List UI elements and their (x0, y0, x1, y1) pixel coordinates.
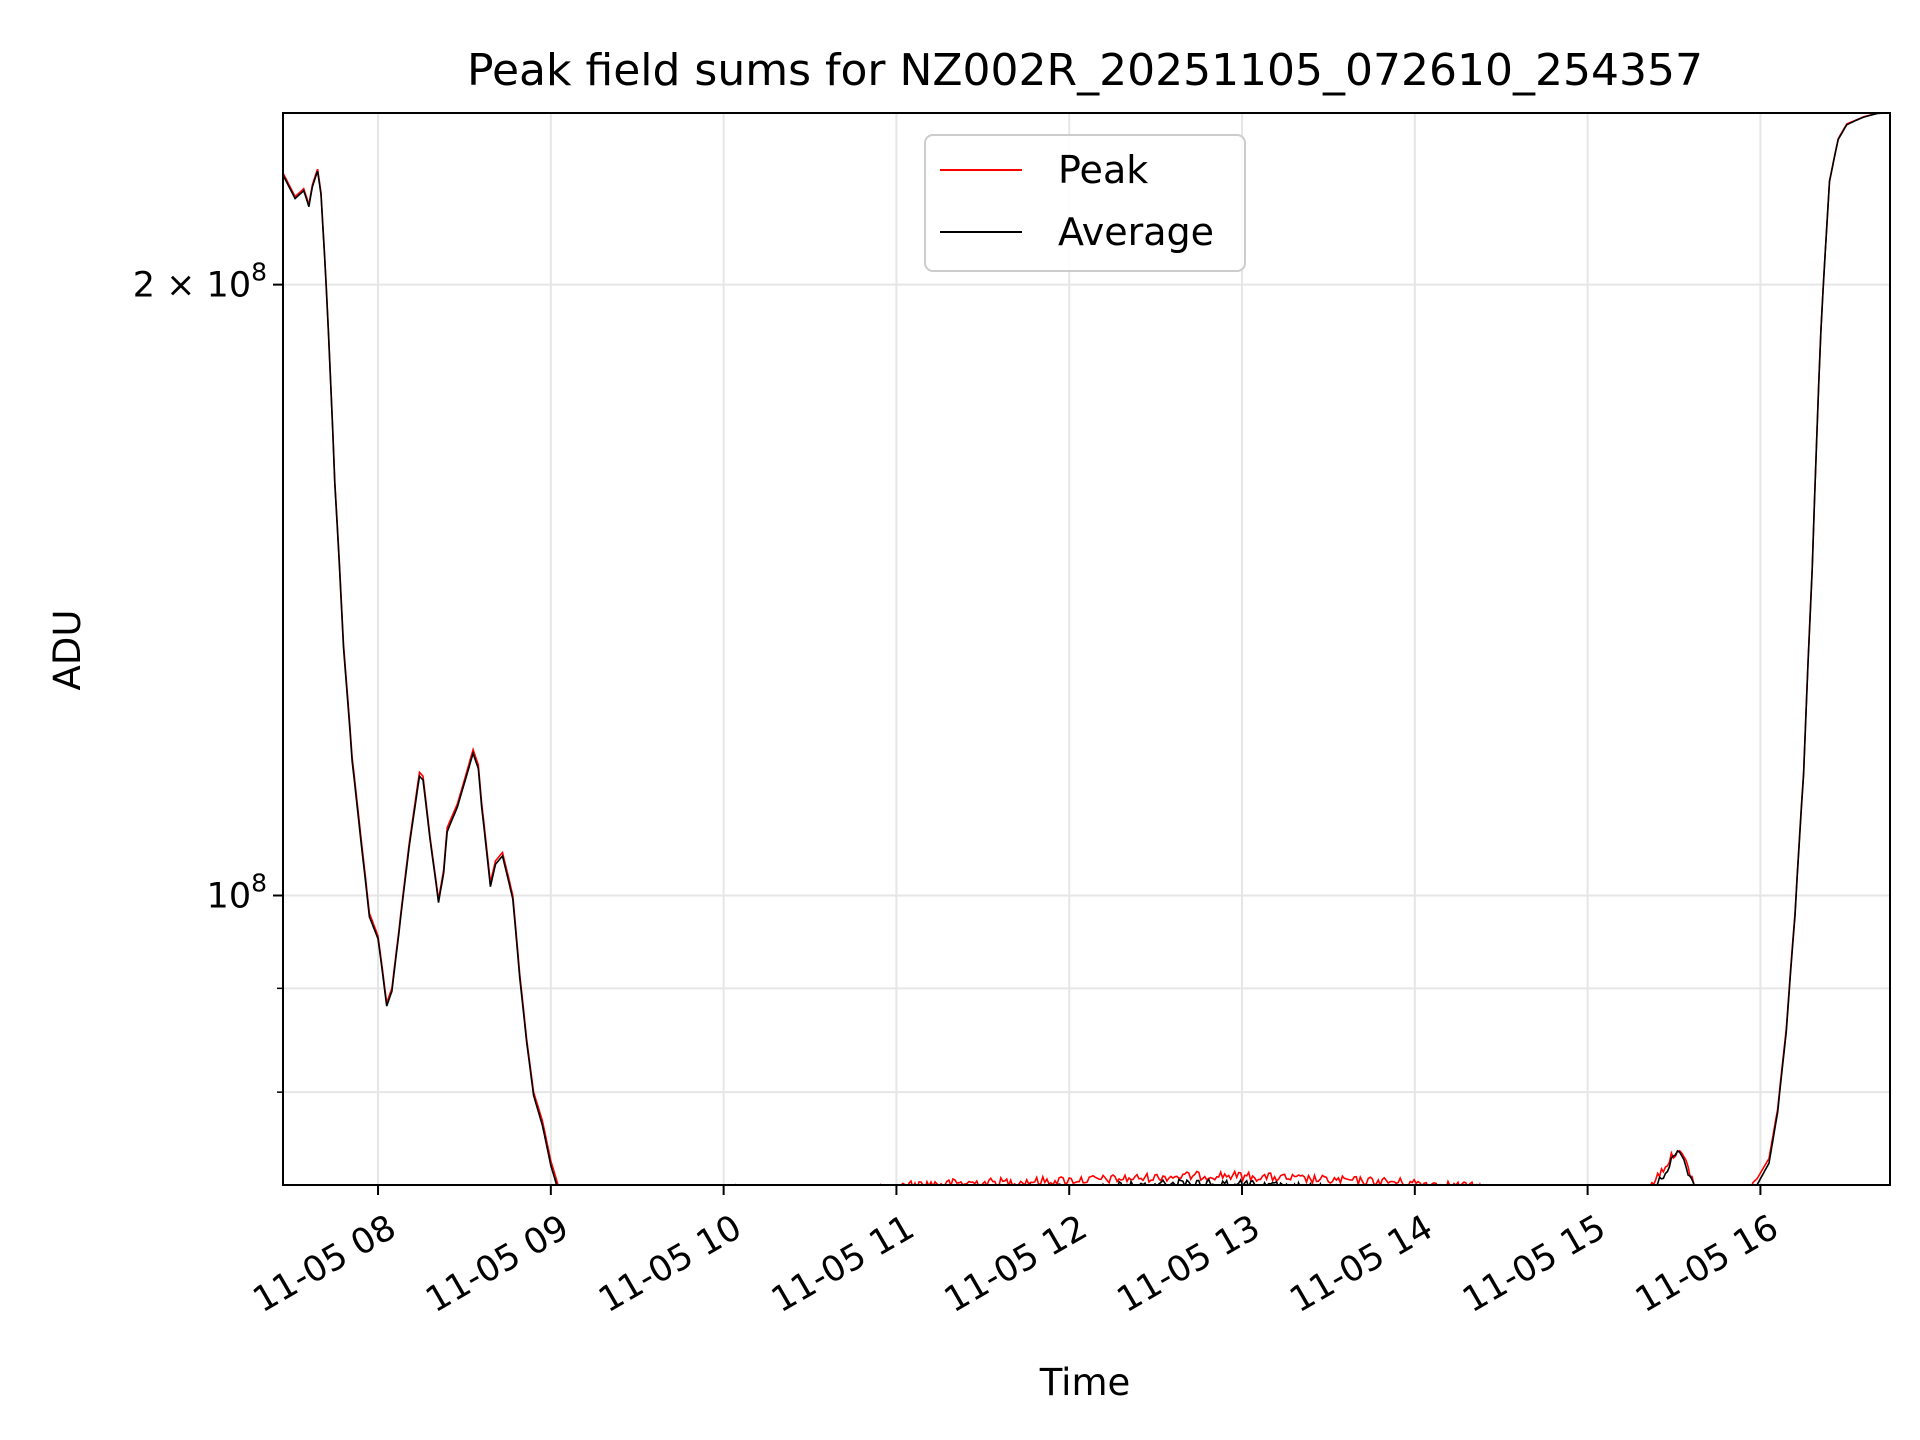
y-tick-label-multiplier: 2 × (133, 266, 207, 306)
legend-label-peak: Peak (1058, 148, 1148, 192)
y-tick-label: 108 (207, 868, 267, 916)
y-axis-label: ADU (46, 610, 89, 691)
axes-frame (282, 112, 1891, 1186)
series-line-peak (283, 113, 1890, 1185)
plot-area (283, 113, 1890, 1185)
legend: Peak Average (924, 134, 1246, 272)
x-axis-label: Time (1039, 1361, 1131, 1404)
y-tick-label: 2 × 108 (133, 258, 267, 306)
series-line-average (283, 113, 1890, 1185)
y-tick-label-base: 10 (207, 876, 252, 916)
chart-title: Peak field sums for NZ002R_20251105_0726… (467, 45, 1703, 96)
legend-label-average: Average (1058, 210, 1214, 254)
y-tick-label-base: 10 (207, 266, 252, 306)
y-tick-label-exponent: 8 (251, 258, 267, 287)
y-tick-label-exponent: 8 (251, 868, 267, 897)
grid (283, 113, 1890, 1185)
